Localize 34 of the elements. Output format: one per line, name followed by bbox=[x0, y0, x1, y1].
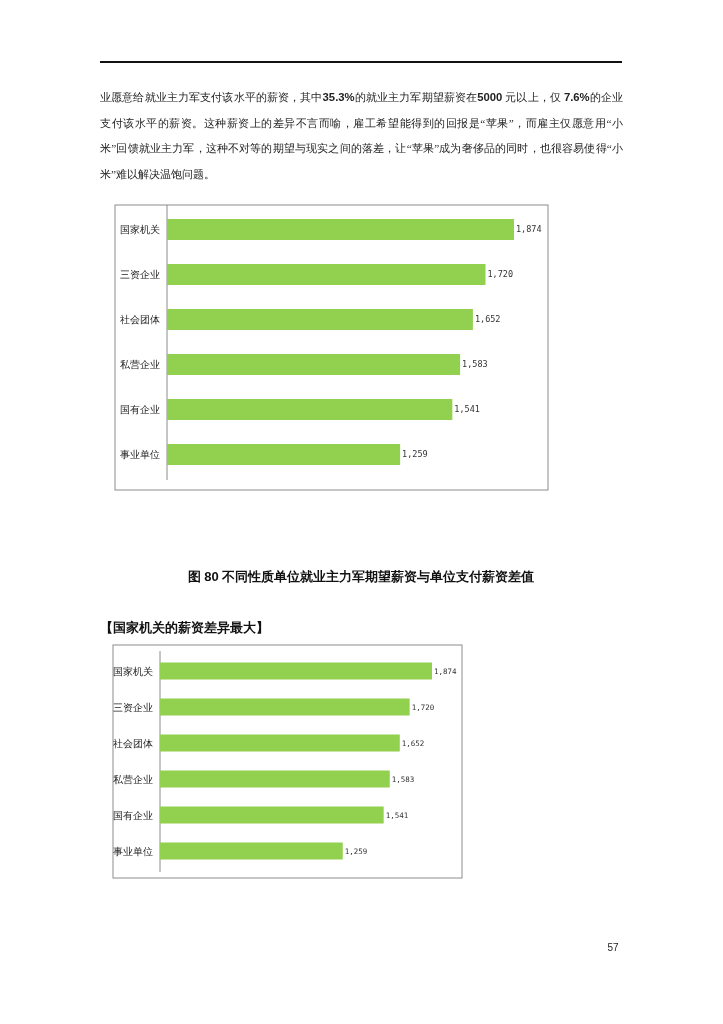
y-tick-label: 国有企业 bbox=[120, 404, 160, 416]
text: 业愿意给就业主力军支付该水平的薪资，其中35.3%的就业主力军期望薪资在5000 元以上，仅 7.6%的企业支付该水平的薪资。这种薪资上的差异不言而喻，雇工希望能得到的回报是“苹果”，而雇主仅愿意用“小米”回馈就业主力军，这种不对等的期望与现实之间的落差，让“苹果”成为奢侈品的同时，也很容易使得“小米”难以解决温饱问题。 bbox=[100, 91, 624, 181]
y-tick-label: 三资企业 bbox=[113, 701, 153, 713]
bar bbox=[160, 770, 390, 788]
bar bbox=[160, 842, 343, 860]
y-tick-label: 国有企业 bbox=[113, 809, 153, 821]
bar bbox=[167, 219, 514, 240]
y-tick-label: 私营企业 bbox=[120, 359, 160, 371]
data-label: 1,652 bbox=[474, 314, 501, 325]
y-tick-label: 事业单位 bbox=[113, 845, 153, 857]
data-label: 1,583 bbox=[462, 359, 488, 370]
bar bbox=[167, 399, 453, 420]
bar bbox=[160, 698, 410, 716]
data-label: 1,874 bbox=[516, 224, 542, 235]
bar bbox=[167, 354, 461, 375]
data-label: 1,259 bbox=[402, 449, 428, 460]
data-label: 1,720 bbox=[487, 269, 514, 280]
text: 图 80 不同性质单位就业主力军期望薪资与单位支付薪资差值 bbox=[187, 569, 535, 584]
bar bbox=[160, 662, 432, 680]
bar bbox=[167, 309, 473, 330]
data-label: 1,541 bbox=[454, 404, 480, 415]
y-tick-label: 社会团体 bbox=[120, 314, 160, 326]
y-tick-label: 国家机关 bbox=[113, 665, 153, 677]
bar bbox=[167, 444, 401, 465]
y-tick-label: 私营企业 bbox=[113, 773, 153, 785]
bar bbox=[167, 264, 486, 285]
y-tick-label: 三资企业 bbox=[120, 269, 160, 281]
y-tick-label: 国家机关 bbox=[120, 224, 160, 236]
bar bbox=[160, 806, 384, 824]
y-tick-label: 事业单位 bbox=[120, 449, 160, 461]
bar bbox=[160, 734, 400, 752]
y-tick-label: 社会团体 bbox=[113, 737, 153, 749]
text: 57 bbox=[607, 942, 619, 953]
chart-title: 【国家机关的薪资差异最大】 bbox=[100, 620, 269, 635]
